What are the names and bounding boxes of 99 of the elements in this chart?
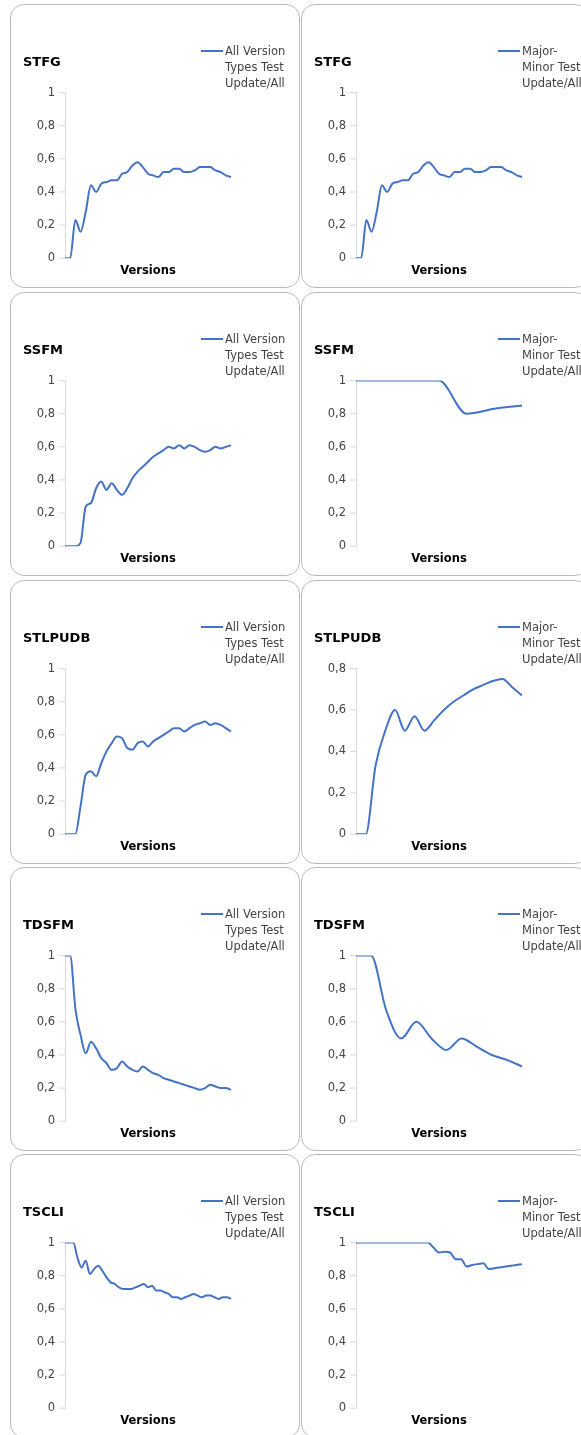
y-tick-label: 0,8 — [327, 117, 346, 132]
y-tick-label: 0 — [47, 250, 55, 265]
y-tick-label: 0,4 — [36, 1333, 55, 1348]
y-tick-label: 0,4 — [327, 183, 346, 198]
y-tick-label: 0 — [338, 826, 346, 841]
y-tick-label: 0 — [47, 1400, 55, 1415]
legend-label: All Version Types Test Update/All — [225, 43, 287, 91]
y-tick-label: 0,4 — [327, 1333, 346, 1348]
y-tick-label: 0,6 — [327, 438, 346, 453]
y-tick-label: 0,6 — [36, 1300, 55, 1315]
y-tick-label: 0,4 — [36, 759, 55, 774]
y-tick-label: 0,2 — [327, 784, 346, 799]
x-axis-title: Versions — [120, 1126, 176, 1141]
chart-title: STFG — [314, 54, 352, 70]
y-tick-label: 0 — [47, 1113, 55, 1128]
x-axis-title: Versions — [120, 551, 176, 566]
y-tick-label: 0,8 — [36, 117, 55, 132]
y-tick-label: 0,2 — [36, 217, 55, 232]
y-tick-label: 0,6 — [327, 1300, 346, 1315]
line-series — [355, 1242, 523, 1271]
y-tick-label: 0,2 — [36, 1367, 55, 1382]
y-tick-label: 0,2 — [36, 793, 55, 808]
y-tick-label: 0,6 — [327, 701, 346, 716]
legend-label: All Version Types Test Update/All — [225, 906, 287, 954]
x-axis-title: Versions — [411, 839, 467, 854]
y-tick-label: 0,6 — [327, 1013, 346, 1028]
line-series — [355, 677, 523, 835]
chart-title: SSFM — [23, 342, 63, 358]
x-axis-title: Versions — [411, 263, 467, 278]
y-tick-label: 0,8 — [327, 660, 346, 675]
y-tick-label: 0,4 — [36, 471, 55, 486]
line-series — [64, 720, 232, 835]
y-tick-label: 1 — [338, 947, 346, 962]
y-tick-label: 0,4 — [327, 471, 346, 486]
line-series — [64, 161, 232, 259]
x-axis-title: Versions — [411, 1413, 467, 1428]
x-axis-title: Versions — [411, 1126, 467, 1141]
y-tick-label: 1 — [338, 372, 346, 387]
chart-title: SSFM — [314, 342, 354, 358]
y-tick-label: 1 — [338, 84, 346, 99]
chart-title: TDSFM — [314, 917, 365, 933]
y-tick-label: 0,4 — [327, 743, 346, 758]
y-tick-label: 0 — [47, 538, 55, 553]
y-tick-label: 1 — [47, 372, 55, 387]
legend-label: Major-Minor Test Update/All — [522, 619, 581, 667]
y-tick-label: 0,4 — [36, 1046, 55, 1061]
y-tick-label: 0,6 — [36, 150, 55, 165]
y-tick-label: 0 — [338, 1113, 346, 1128]
y-tick-label: 0,6 — [36, 726, 55, 741]
y-tick-label: 1 — [47, 660, 55, 675]
y-tick-label: 0,4 — [36, 183, 55, 198]
y-tick-label: 1 — [47, 84, 55, 99]
legend-label: All Version Types Test Update/All — [225, 619, 287, 667]
line-series — [64, 955, 232, 1091]
y-tick-label: 0,2 — [327, 505, 346, 520]
y-tick-label: 0,8 — [327, 405, 346, 420]
y-tick-label: 1 — [47, 1234, 55, 1249]
line-series — [64, 1242, 232, 1300]
legend-label: Major-Minor Test Update/All — [522, 1193, 581, 1241]
legend-label: All Version Types Test Update/All — [225, 1193, 287, 1241]
y-tick-label: 0,2 — [327, 1080, 346, 1095]
chart-title: TDSFM — [23, 917, 74, 933]
y-tick-label: 1 — [338, 1234, 346, 1249]
y-tick-label: 0,8 — [327, 1267, 346, 1282]
y-tick-label: 0,8 — [36, 1267, 55, 1282]
line-series — [355, 161, 523, 259]
x-axis-title: Versions — [120, 839, 176, 854]
y-tick-label: 0 — [338, 1400, 346, 1415]
chart-title: STLPUDB — [314, 630, 382, 646]
line-series — [355, 380, 523, 415]
legend-label: All Version Types Test Update/All — [225, 331, 287, 379]
legend-label: Major-Minor Test Update/All — [522, 331, 581, 379]
x-axis-title: Versions — [411, 551, 467, 566]
chart-title: STLPUDB — [23, 630, 91, 646]
y-tick-label: 0,2 — [36, 1080, 55, 1095]
y-tick-label: 0,6 — [327, 150, 346, 165]
y-tick-label: 0 — [47, 826, 55, 841]
y-tick-label: 0,8 — [327, 980, 346, 995]
line-series — [64, 444, 232, 547]
legend-label: Major-Minor Test Update/All — [522, 906, 581, 954]
chart-title: TSCLI — [23, 1204, 64, 1220]
y-tick-label: 0,2 — [327, 1367, 346, 1382]
y-tick-label: 0 — [338, 250, 346, 265]
y-tick-label: 0,4 — [327, 1046, 346, 1061]
y-tick-label: 0,8 — [36, 693, 55, 708]
x-axis-title: Versions — [120, 263, 176, 278]
y-tick-label: 0,2 — [327, 217, 346, 232]
x-axis-title: Versions — [120, 1413, 176, 1428]
chart-title: TSCLI — [314, 1204, 355, 1220]
chart-title: STFG — [23, 54, 61, 70]
y-tick-label: 0,6 — [36, 438, 55, 453]
y-tick-label: 0 — [338, 538, 346, 553]
y-tick-label: 0,2 — [36, 505, 55, 520]
y-tick-label: 1 — [47, 947, 55, 962]
y-tick-label: 0,8 — [36, 405, 55, 420]
y-tick-label: 0,8 — [36, 980, 55, 995]
legend-label: Major-Minor Test Update/All — [522, 43, 581, 91]
line-series — [355, 955, 523, 1068]
y-tick-label: 0,6 — [36, 1013, 55, 1028]
